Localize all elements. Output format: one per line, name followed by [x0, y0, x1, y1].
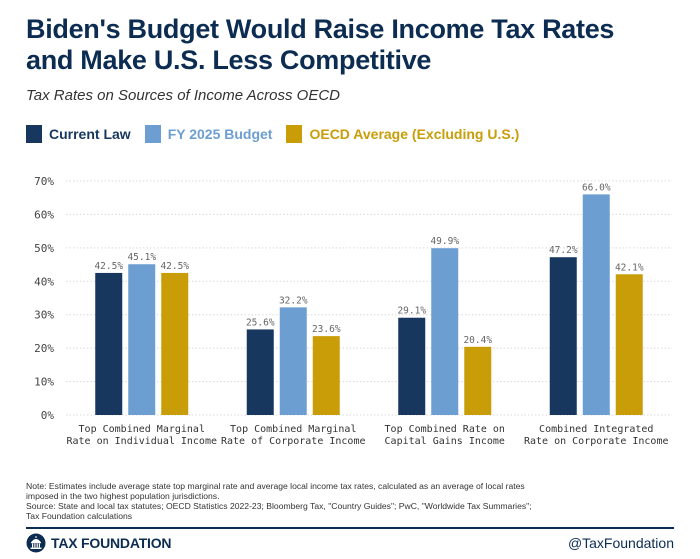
data-label: 49.9%	[430, 236, 459, 247]
y-tick-label: 40%	[34, 275, 54, 288]
title-line-1: Biden's Budget Would Raise Income Tax Ra…	[26, 14, 615, 44]
data-label: 32.2%	[279, 295, 308, 306]
legend-item-fy2025: FY 2025 Budget	[144, 125, 273, 143]
bar	[582, 194, 610, 415]
y-tick-label: 0%	[41, 409, 55, 422]
legend-swatch-current-law	[26, 125, 42, 143]
x-category-label: Top Combined Rate on	[385, 424, 505, 435]
legend-item-oecd: OECD Average (Excluding U.S.)	[286, 125, 519, 143]
x-category-label: Top Combined Marginal	[79, 424, 205, 435]
chart-subtitle: Tax Rates on Sources of Income Across OE…	[26, 87, 341, 104]
data-label: 42.1%	[615, 262, 644, 273]
note-text: Note: Estimates include average state to…	[26, 481, 676, 521]
bar	[549, 257, 577, 415]
y-tick-label: 60%	[34, 208, 54, 221]
bar	[464, 346, 492, 415]
data-label: 42.5%	[160, 261, 189, 272]
twitter-handle[interactable]: @TaxFoundation	[567, 535, 674, 551]
data-label: 45.1%	[127, 252, 156, 263]
y-tick-label: 20%	[34, 342, 54, 355]
source-line-1: Source: State and local tax statutes; OE…	[26, 501, 532, 511]
x-category-label: Combined Integrated	[539, 424, 653, 435]
bar	[615, 274, 643, 415]
data-label: 20.4%	[463, 335, 492, 346]
y-tick-label: 50%	[34, 242, 54, 255]
chart-title: Biden's Budget Would Raise Income Tax Ra…	[26, 14, 686, 76]
legend-label-oecd: OECD Average (Excluding U.S.)	[309, 126, 520, 142]
bar	[398, 317, 426, 415]
x-category-label: Rate on Corporate Income	[524, 436, 669, 447]
tax-foundation-logo: TAX FOUNDATION	[26, 533, 172, 553]
legend: Current Law FY 2025 Budget OECD Average …	[26, 124, 533, 144]
data-label: 42.5%	[94, 261, 123, 272]
data-label: 47.2%	[549, 245, 578, 256]
title-line-2: and Make U.S. Less Competitive	[26, 45, 432, 75]
bar	[312, 336, 340, 415]
logo-text: TAX FOUNDATION	[51, 535, 172, 551]
x-category-label: Rate on Individual Income	[66, 436, 217, 447]
legend-item-current-law: Current Law	[26, 125, 131, 143]
note-line-2: imposed in the two highest population ju…	[26, 491, 220, 501]
legend-swatch-oecd	[286, 125, 303, 143]
bar	[246, 329, 274, 415]
data-label: 29.1%	[397, 306, 426, 317]
bar	[279, 307, 307, 415]
data-label: 25.6%	[246, 317, 275, 328]
capitol-dome-icon	[26, 533, 46, 553]
bar	[431, 248, 459, 415]
legend-swatch-fy2025	[144, 125, 161, 143]
legend-label-fy2025: FY 2025 Budget	[167, 126, 273, 142]
x-category-label: Rate of Corporate Income	[221, 436, 366, 447]
data-label: 66.0%	[582, 182, 611, 193]
x-category-label: Capital Gains Income	[385, 436, 505, 447]
bar	[128, 264, 156, 415]
bar	[161, 272, 189, 415]
source-line-2: Tax Foundation calculations	[26, 511, 133, 521]
bar	[95, 272, 123, 415]
note-line-1: Note: Estimates include average state to…	[26, 481, 525, 491]
legend-label-current-law: Current Law	[49, 126, 131, 142]
y-tick-label: 30%	[34, 309, 54, 322]
bar-chart: 0% 10% 20% 30% 40% 50% 60% 70% 42.5% 45.1% 42.5% To…	[34, 175, 672, 447]
x-category-label: Top Combined Marginal	[230, 424, 356, 435]
y-tick-label: 70%	[34, 175, 54, 188]
data-label: 23.6%	[312, 324, 341, 335]
footer-divider	[26, 527, 674, 529]
y-tick-label: 10%	[34, 376, 54, 389]
